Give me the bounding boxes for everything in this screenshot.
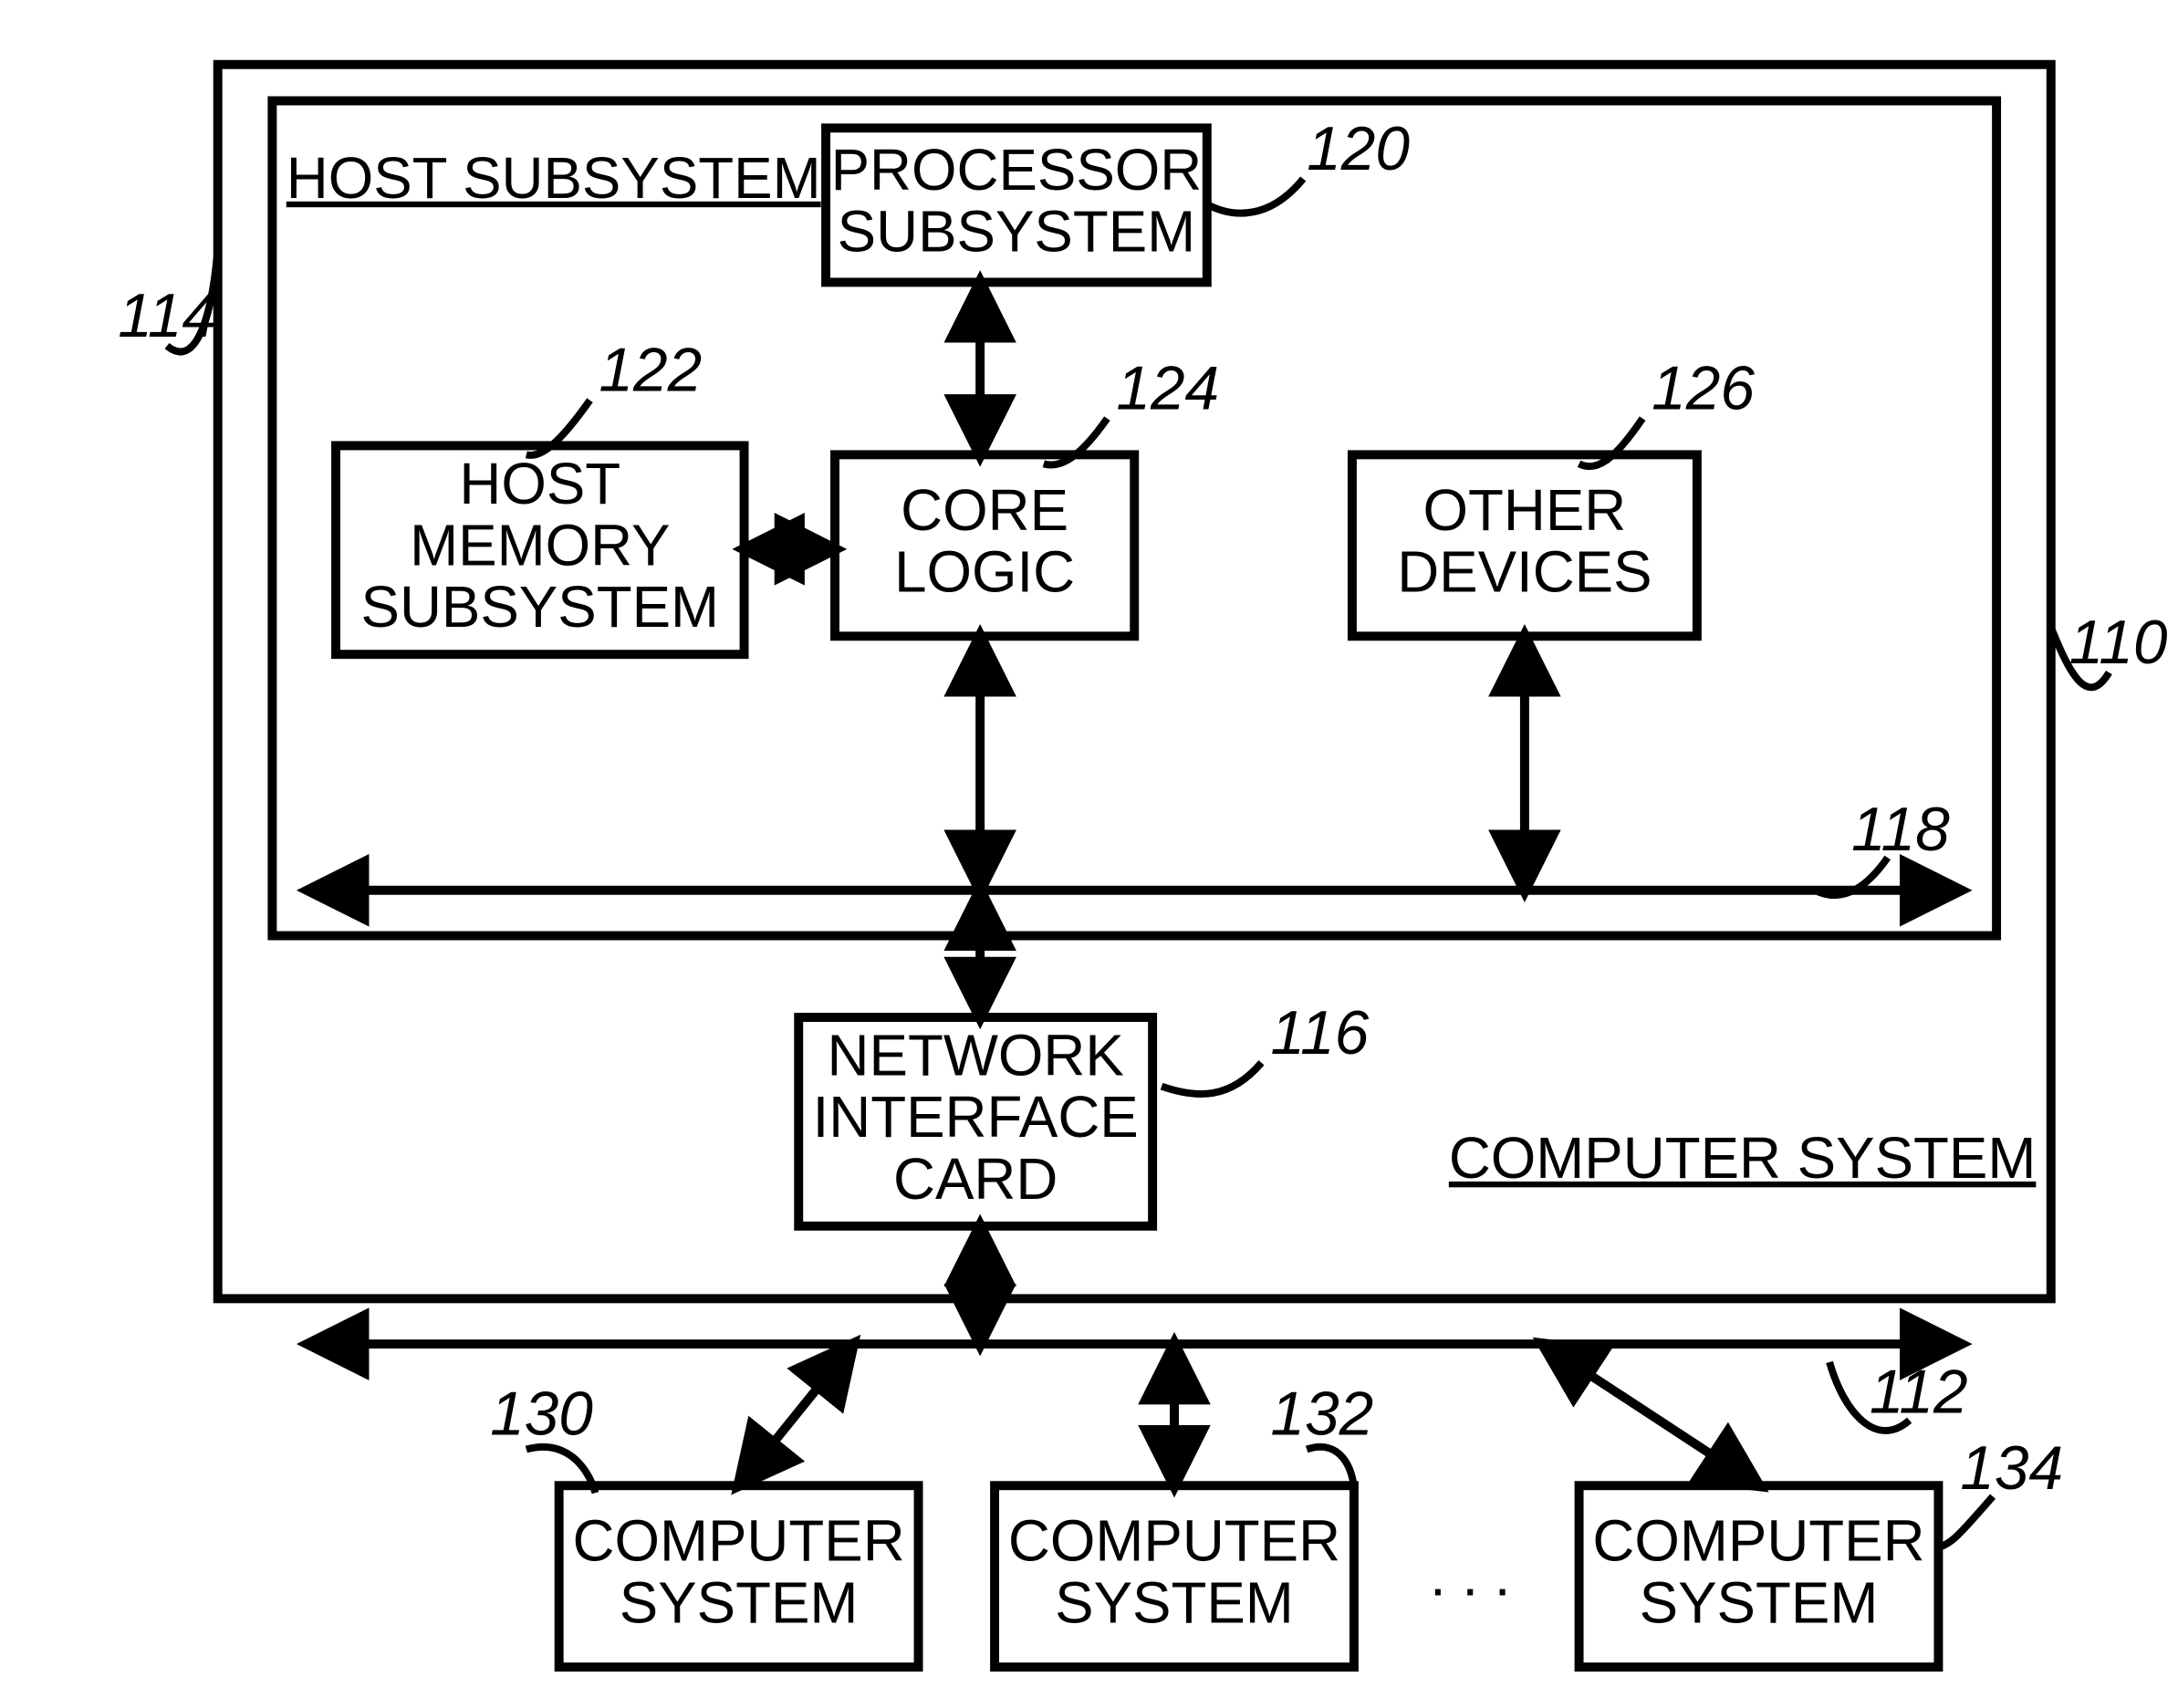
ref-114: 114 [118,282,216,350]
cs3-net [1543,1344,1759,1485]
cs3-label: COMPUTER [1592,1509,1924,1574]
cs1-label: SYSTEM [620,1570,859,1635]
other-label: DEVICES [1397,539,1652,604]
nic-label: INTERFACE [813,1085,1139,1150]
ref-118: 118 [1851,796,1950,864]
hostmem-label: HOST [459,452,620,516]
nic-label: CARD [893,1147,1058,1212]
cs1-label: COMPUTER [573,1509,905,1574]
ref-116: 116 [1270,999,1369,1068]
nic-label: NETWORK [828,1024,1124,1088]
ref-130: 130 [490,1380,593,1449]
ref-124: 124 [1116,355,1219,423]
ref-120: 120 [1307,115,1410,183]
other-label: OTHER [1423,478,1627,543]
cs3-label: SYSTEM [1640,1570,1879,1635]
processor-label: PROCESSOR [831,138,1203,203]
ref-110: 110 [2069,609,2168,677]
ref-132: 132 [1270,1380,1373,1449]
cs1-net [739,1344,853,1485]
computer_system-label: COMPUTER SYSTEM [1449,1126,2037,1191]
core-label: CORE [901,478,1068,543]
processor-label: SUBSYSTEM [838,200,1196,265]
ref-122: 122 [599,337,702,405]
ref-126: 126 [1652,355,1755,423]
ref-134: 134 [1960,1434,2063,1503]
core-label: LOGIC [894,539,1075,604]
cs2-label: SYSTEM [1055,1570,1294,1635]
hostmem-label: MEMORY [410,514,670,578]
host_subsystem-label: HOST SUBSYSTEM [287,146,821,211]
ellipsis: . . . [1430,1543,1510,1608]
cs2-label: COMPUTER [1008,1509,1340,1574]
ref-112: 112 [1870,1359,1968,1427]
hostmem-label: SUBSYSTEM [361,575,720,640]
